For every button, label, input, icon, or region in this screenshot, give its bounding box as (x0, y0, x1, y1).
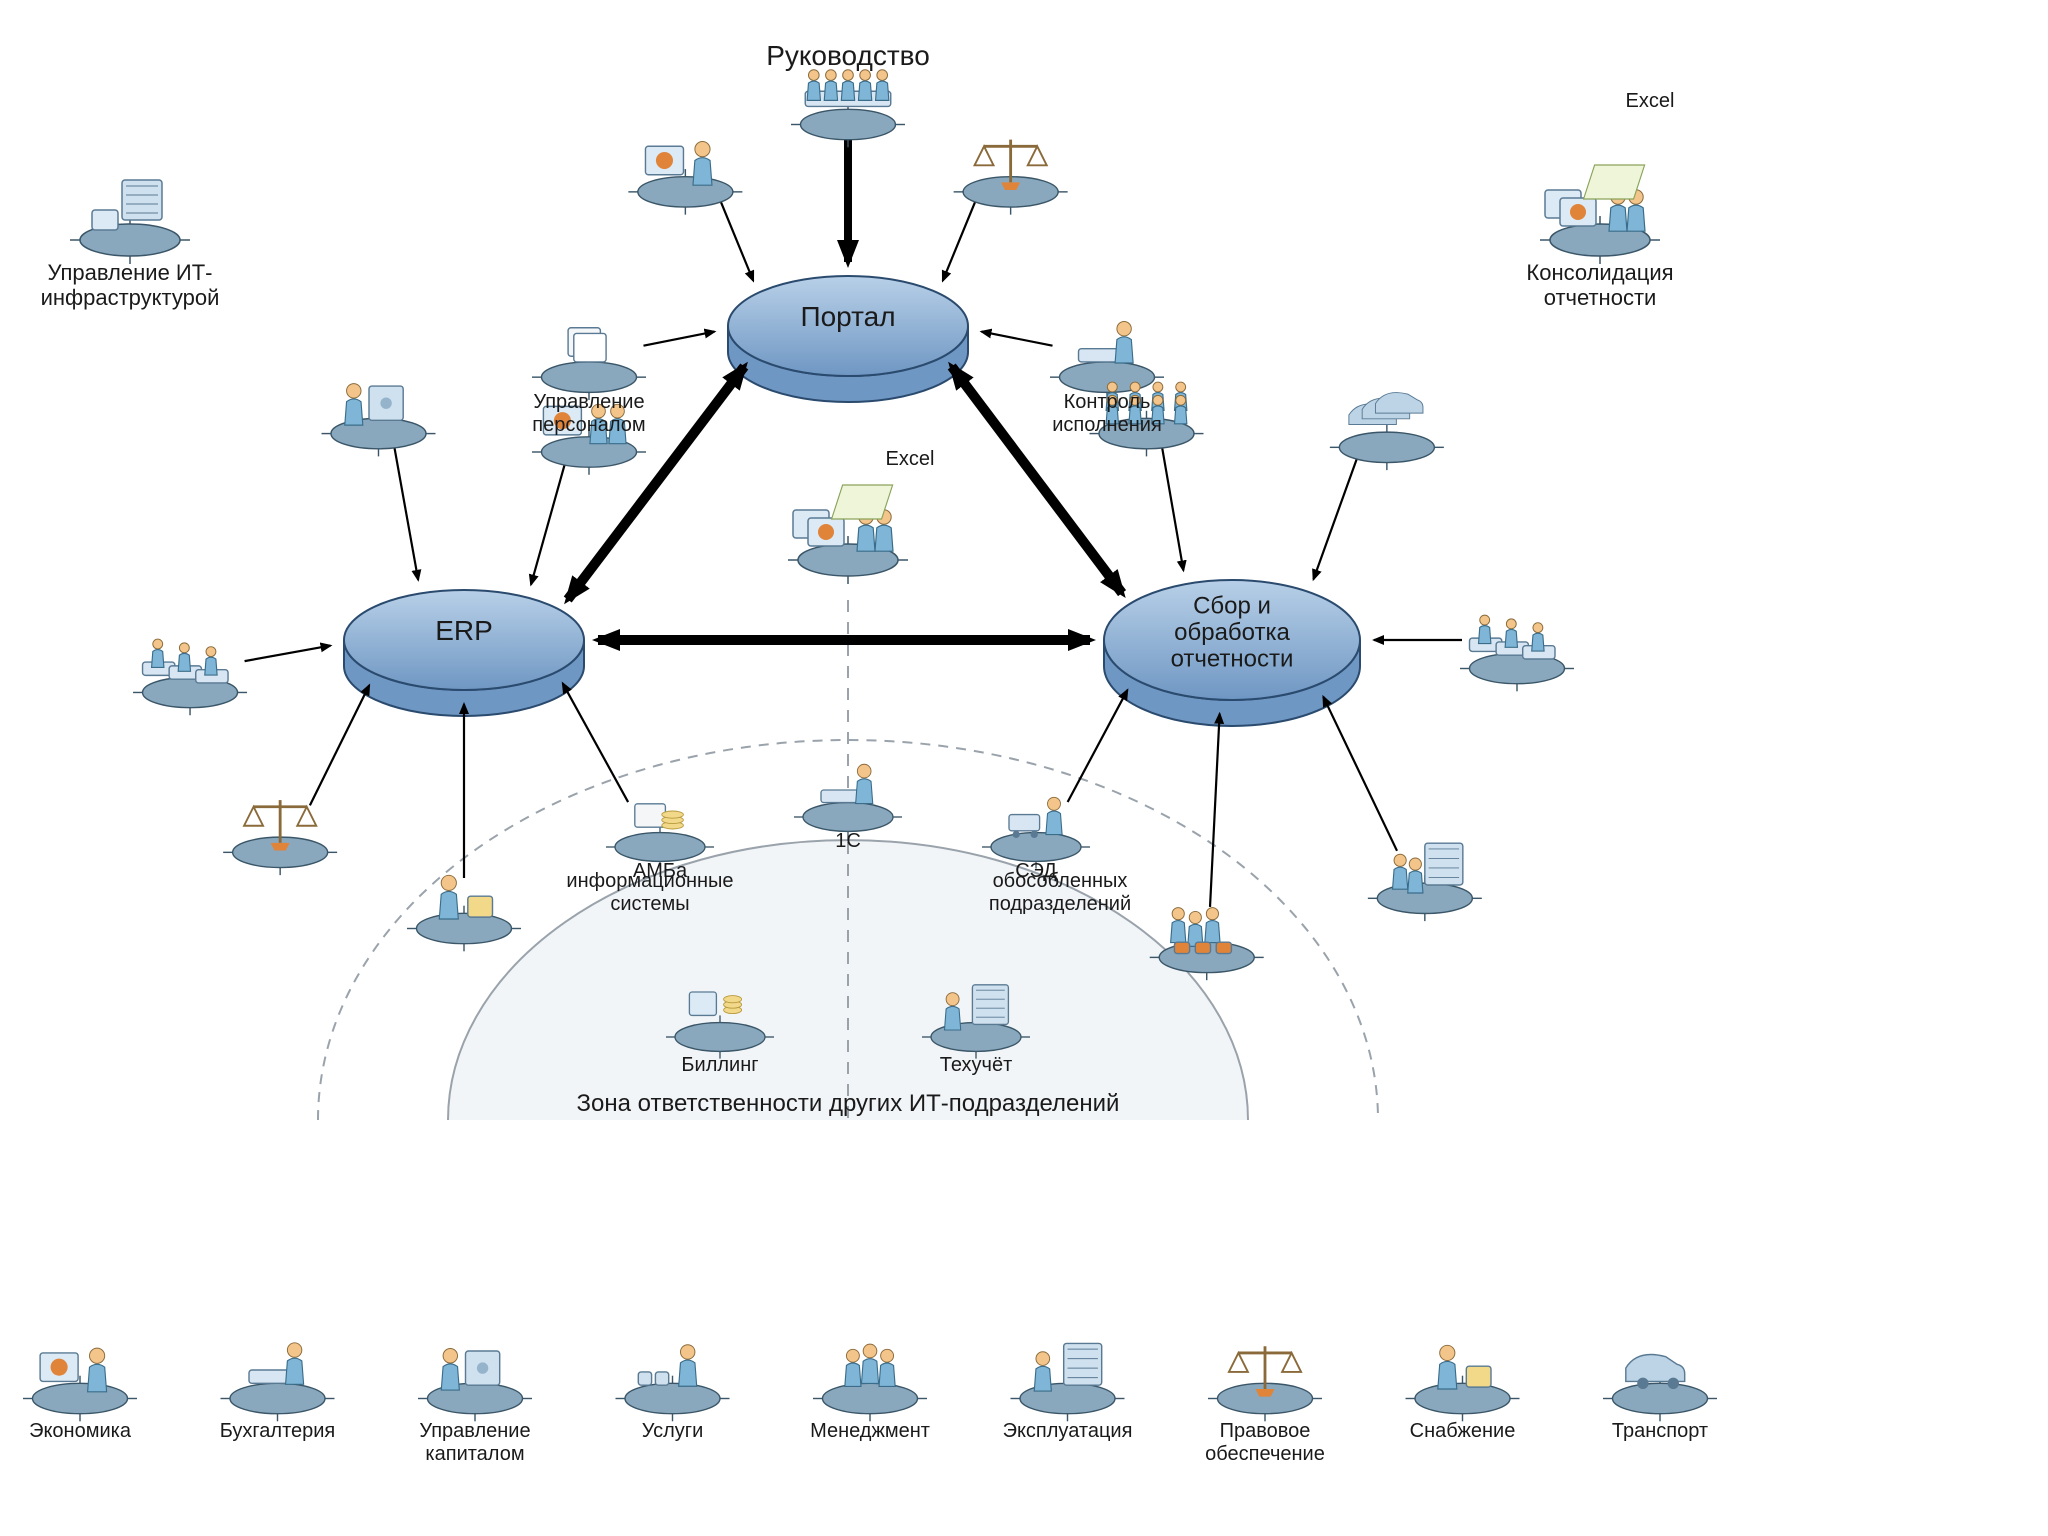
erp-spoke-row1 (245, 646, 331, 662)
hub-sbor-side (1104, 640, 1360, 726)
portal-dash-left-icon (628, 142, 742, 215)
hub-erp-side (344, 640, 584, 716)
bottom-ekspl-label: Эксплуатация (968, 1420, 1168, 1443)
bottom-pravo-icon (1208, 1346, 1322, 1421)
portal-spoke-scale-right (943, 182, 983, 280)
page-title: Руководство (648, 40, 1048, 72)
zone-1c-label: 1С (768, 830, 928, 853)
sbor-servers-icon (1368, 843, 1482, 921)
consol-label: Консолидация отчетности (1470, 260, 1730, 311)
zone-amba-icon (606, 804, 714, 869)
sbor-spoke-cars (1313, 439, 1364, 580)
erp-spoke-scale2 (310, 685, 369, 805)
bottom-snab-label: Снабжение (1363, 1420, 1563, 1443)
bottom-buh-label: Бухгалтерия (178, 1420, 378, 1443)
bottom-ekspl-icon (1011, 1343, 1125, 1421)
erp-spoke-dash2 (531, 444, 570, 584)
zone-billing-label: Биллинг (640, 1054, 800, 1077)
erp-spoke-safe (391, 427, 418, 580)
portal-spoke-hr (643, 332, 714, 346)
zone-1c-icon (794, 764, 902, 838)
hub-erp (344, 590, 584, 690)
portal-scale-right-icon (954, 140, 1068, 215)
zone-tehuchet-label: Техучёт (896, 1054, 1056, 1077)
zone-sublabel-0: информационные системы (540, 870, 760, 916)
portal-hr-label: Управление персоналом (479, 391, 699, 437)
sbor-row2-icon (1460, 615, 1574, 691)
bottom-pravo-label: Правовое обеспечение (1165, 1420, 1365, 1466)
erp-safe-icon (321, 384, 435, 457)
hub-portal-label: Портал (800, 301, 895, 332)
portal-kontrol-label: Контроль исполнения (997, 391, 1217, 437)
erp-scale2-icon (223, 800, 337, 875)
zone-link-amba (563, 683, 628, 802)
hub-sbor-label: Сбор и (1193, 593, 1271, 620)
hub-sbor-label: отчетности (1171, 645, 1294, 672)
bottom-econ-label: Экономика (0, 1420, 180, 1443)
portal-kontrol-icon (1050, 321, 1164, 399)
zone-link-sed (1068, 690, 1128, 802)
portal-spoke-dash-left (713, 182, 753, 280)
portal-spoke-kontrol (981, 332, 1052, 346)
hub-sbor-label: обработка (1174, 619, 1290, 646)
sbor-spoke-servers (1323, 697, 1397, 851)
bottom-cap-label: Управление капиталом (375, 1420, 575, 1466)
bottom-cap-icon (418, 1349, 532, 1422)
erp-row1-icon (133, 639, 247, 715)
bottom-uslugi-icon (616, 1345, 730, 1422)
portal-hr-icon (532, 328, 646, 400)
central-excel-icon (788, 485, 908, 584)
hub-portal (728, 276, 968, 376)
bottom-buh-icon (221, 1343, 335, 1421)
it-infra-label: Управление ИТ- инфраструктурой (0, 260, 260, 311)
central-excel-label: Excel (870, 448, 950, 471)
bottom-uslugi-label: Услуги (573, 1420, 773, 1443)
consol-icon (1540, 165, 1660, 264)
sbor-spoke-crowd (1158, 427, 1183, 571)
bottom-mened-icon (813, 1344, 927, 1421)
bottom-transport-icon (1603, 1355, 1717, 1422)
hub-sbor (1104, 580, 1360, 700)
zone-billing-icon (666, 992, 774, 1059)
zone-sublabel-1: обособленных подразделений (950, 870, 1170, 916)
zone-tehuchet-icon (922, 985, 1030, 1059)
consol-tag: Excel (1600, 90, 1700, 113)
hub-erp-label: ERP (435, 615, 493, 646)
bottom-transport-label: Транспорт (1560, 1420, 1760, 1443)
portal-mgmt-top-icon (791, 70, 905, 148)
bottom-snab-icon (1406, 1345, 1520, 1421)
bottom-econ-icon (23, 1348, 137, 1421)
it-infra-icon (70, 180, 190, 264)
zone-label: Зона ответственности других ИТ-подраздел… (498, 1090, 1198, 1118)
zone-sed-icon (982, 797, 1090, 868)
bottom-mened-label: Менеджмент (770, 1420, 970, 1443)
erp-box-icon (407, 875, 521, 951)
hub-portal-side (728, 326, 968, 402)
zone-outer-arc (318, 740, 1378, 1120)
sbor-briefs-icon (1150, 908, 1264, 981)
sbor-cars-icon (1330, 393, 1444, 471)
sbor-spoke-briefs (1210, 714, 1220, 907)
